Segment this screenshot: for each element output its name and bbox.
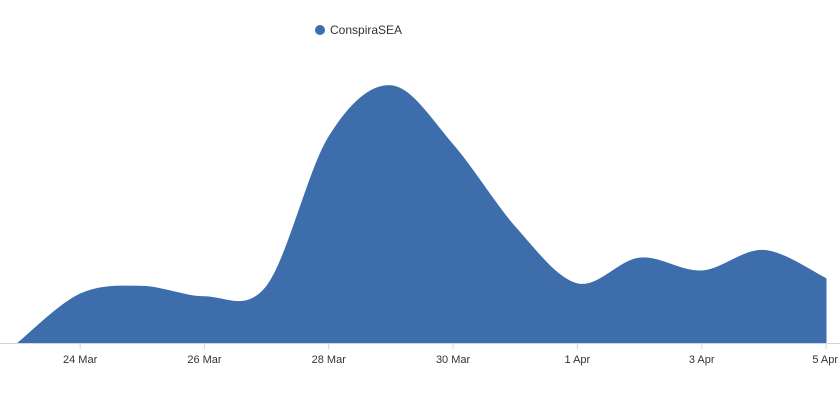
x-axis: 24 Mar 26 Mar 28 Mar 30 Mar 1 Apr 3 Apr 5 Apr	[63, 343, 838, 366]
area-series-conspirasea[interactable]	[16, 85, 827, 344]
x-tick-label: 30 Mar	[436, 354, 471, 366]
data-point[interactable]	[822, 275, 830, 283]
x-tick-label: 28 Mar	[312, 354, 347, 366]
data-point[interactable]	[76, 290, 84, 298]
data-point[interactable]	[636, 254, 644, 262]
data-point[interactable]	[760, 246, 768, 254]
x-tick-label: 24 Mar	[63, 354, 98, 366]
data-point[interactable]	[138, 282, 146, 290]
data-point[interactable]	[263, 282, 271, 290]
x-tick-label: 3 Apr	[689, 354, 715, 366]
data-point[interactable]	[387, 82, 395, 90]
legend[interactable]: ConspiraSEA	[315, 23, 402, 37]
x-tick-label: 26 Mar	[187, 354, 222, 366]
x-tick-label: 5 Apr	[812, 354, 838, 366]
legend-label-conspirasea: ConspiraSEA	[330, 23, 402, 37]
x-tick-label: 1 Apr	[565, 354, 591, 366]
data-point[interactable]	[200, 293, 208, 301]
series-layer	[16, 82, 830, 344]
legend-marker	[315, 25, 325, 35]
data-point[interactable]	[573, 280, 581, 288]
data-point[interactable]	[325, 133, 333, 141]
data-point[interactable]	[511, 223, 519, 231]
data-point[interactable]	[449, 141, 457, 149]
data-point[interactable]	[698, 267, 706, 275]
